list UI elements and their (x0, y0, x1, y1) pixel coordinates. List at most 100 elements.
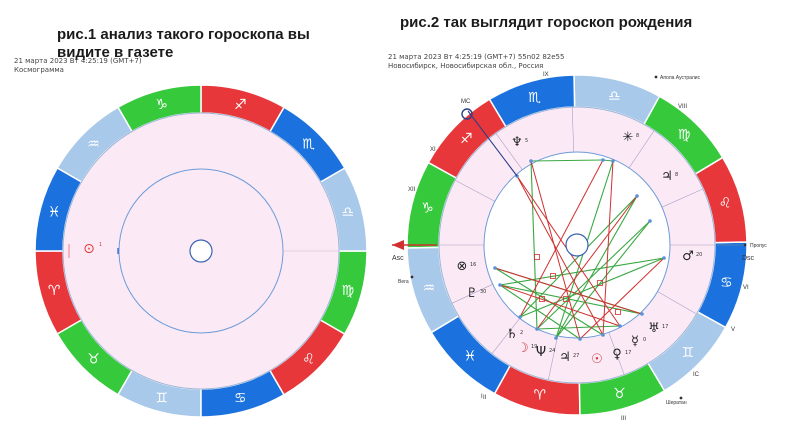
aspect-marker (615, 309, 621, 315)
fig2-date: 21 марта 2023 Вт 4:25:19 (GMT+7) 55n02 8… (388, 53, 565, 61)
house-label-12: XII (408, 187, 416, 193)
house-label-2: II (483, 395, 487, 401)
leo-icon: ♌ (302, 351, 315, 367)
jupiter-2-icon: ♃ (559, 350, 571, 365)
planet-degree: 2 (520, 330, 523, 336)
fig2-center-circle (565, 233, 589, 257)
dsc-label: Dsc (742, 255, 755, 262)
cosmogram-chart: ♈ ♉ ♊ ♋ ♌ ♍ ♎ ♏ ♐ ♑ ♒ ♓ ⊙ 1 (34, 84, 368, 418)
cancer-icon: ♋ (234, 391, 247, 407)
house-cusp-line (608, 332, 625, 375)
fig1-zodiac-ring: ♈ ♉ ♊ ♋ ♌ ♍ ♎ ♏ ♐ ♑ ♒ ♓ (34, 84, 368, 418)
house-cusp-line (661, 188, 704, 208)
aspect-line-red (519, 159, 604, 318)
aspect-line-green (530, 159, 604, 162)
house-cusp-line (548, 335, 558, 381)
aries-icon: ♈ (48, 283, 61, 299)
capricorn-icon: ♑ (155, 97, 168, 113)
propus-dot (743, 243, 747, 247)
planet-degree: 27 (573, 353, 579, 359)
aspect-endpoint (601, 158, 605, 162)
capricorn-icon: ♑ (421, 201, 434, 217)
aspect-line-green (536, 220, 651, 330)
house-cusp-line (455, 179, 496, 202)
planet-degree: 17 (625, 350, 631, 356)
planet-degree: 30 (480, 289, 486, 295)
fig2-title: рис.2 так выглядит гороскоп рождения (400, 14, 693, 31)
house-label-6: VI (743, 285, 749, 291)
fig1-subtitle: Космограмма (14, 66, 64, 74)
aquarius-icon: ♒ (87, 136, 100, 152)
planet-degree: 8 (675, 172, 678, 178)
saturn-icon: ♄ (506, 327, 518, 342)
aspect-line-green (499, 284, 581, 340)
neptune-icon: ♆ (511, 135, 523, 150)
planet-degree: 17 (662, 324, 668, 330)
fig1-date: 21 марта 2023 Вт 4:25:19 (GMT+7) (14, 57, 142, 65)
house-cusp-line (628, 130, 655, 169)
virgo-icon: ♍ (678, 127, 691, 143)
aspect-endpoint (635, 194, 639, 198)
birth-chart: ♈ ♉ ♊ ♋ ♌ ♍ ♎ ♏ ♐ ♑ ♒ ♓ Asc Пропус Dsc MC Апола Аус… (392, 72, 767, 422)
fig1-sun-degree: 1 (99, 242, 102, 248)
virgo-icon: ♍ (342, 283, 355, 299)
aspect-marker (563, 296, 569, 302)
house-cusp-line (657, 291, 697, 315)
planet-degree: 16 (470, 262, 476, 268)
mercury-icon: ☿ (631, 334, 639, 349)
aspect-marker (550, 273, 556, 279)
aspect-marker (539, 296, 545, 302)
planet-degree: 20 (696, 252, 702, 258)
sun-icon: ☉ (591, 352, 603, 367)
planet-glyphs: ♆ 5 ✳ 8♃ 8♂ 20⊗ 16♇ 30♄ 2☽ 19Ψ 24 ♃ 27 ☉ ♀ 17☿ 0♅ 17 (457, 130, 703, 367)
aries-icon: ♈ (533, 387, 546, 403)
scorpio-icon: ♏ (302, 136, 315, 152)
planet-degree: 19 (531, 344, 537, 350)
apola-dot (654, 75, 658, 79)
house-cusp-line (451, 284, 493, 304)
mc-axis-line (467, 110, 518, 177)
aspect-endpoint (554, 336, 558, 340)
asc-label: Asc (392, 255, 404, 262)
aspect-line-green (536, 325, 621, 330)
planet-degree: 5 (525, 138, 528, 144)
pisces-icon: ♓ (464, 349, 477, 365)
cancer-icon: ♋ (720, 275, 733, 291)
taurus-icon: ♉ (87, 351, 100, 367)
aspect-marker (534, 254, 540, 260)
star-icon: ✳ (623, 130, 634, 145)
aspect-line-red (536, 195, 638, 330)
house-label-5: V (731, 327, 735, 333)
aspect-endpoint (640, 312, 644, 316)
aspect-endpoint (535, 327, 539, 331)
aspect-endpoint (518, 315, 522, 319)
gemini-icon: ♊ (681, 345, 694, 361)
libra-icon: ♎ (342, 205, 355, 221)
mars-icon: ♂ (682, 249, 694, 264)
aspect-line-red (579, 257, 665, 340)
aspect-endpoint (662, 256, 666, 260)
house-label-11: XI (430, 147, 436, 153)
house-label-8: VIII (678, 104, 687, 110)
house-label-3: III (621, 416, 626, 422)
libra-icon: ♎ (608, 88, 621, 104)
sagittarius-icon: ♐ (234, 97, 247, 113)
house-label-9: IX (543, 72, 549, 78)
house-cusp-line (491, 318, 520, 354)
house-cusps (439, 107, 715, 381)
aquarius-icon: ♒ (423, 280, 436, 296)
propus-label: Пропус (750, 243, 767, 249)
planet-degree: 24 (549, 348, 555, 354)
house-label-ic: IC (693, 372, 700, 378)
uranus-icon: ♅ (648, 321, 660, 336)
scorpio-icon: ♏ (528, 90, 541, 106)
aspect-endpoint (493, 266, 497, 270)
fig1-title-line1: рис.1 анализ такого гороскопа вы (57, 26, 310, 43)
gemini-icon: ♊ (155, 391, 168, 407)
jupiter-icon: ♃ (661, 169, 673, 184)
aspect-line-green (555, 220, 651, 339)
neptune-psi-icon: Ψ (536, 345, 546, 360)
aspect-endpoint (498, 283, 502, 287)
aspect-line-green (555, 195, 638, 339)
